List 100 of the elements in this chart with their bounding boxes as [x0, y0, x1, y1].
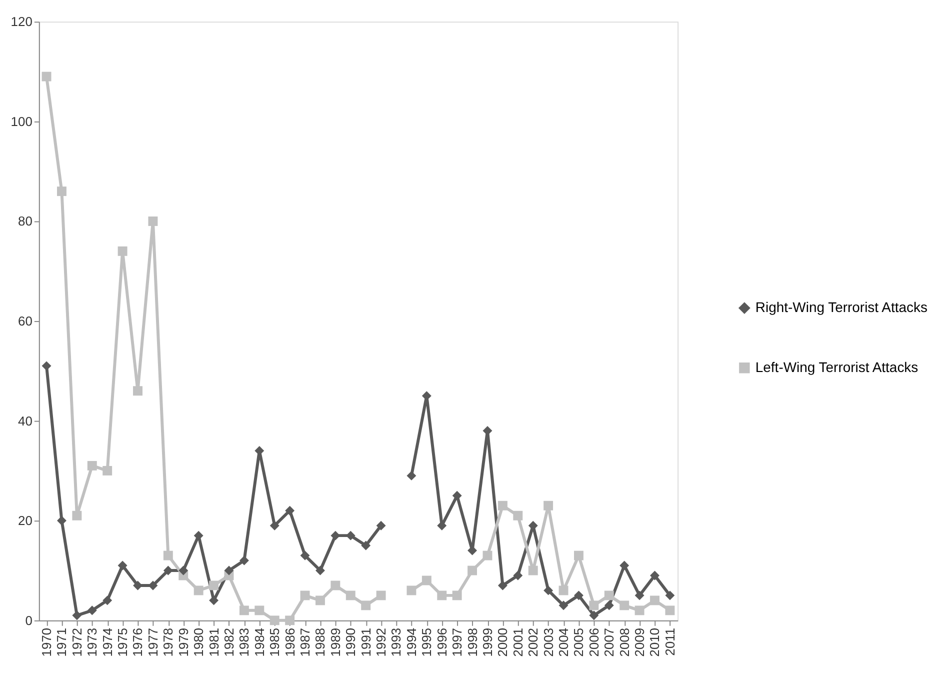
point [604, 600, 614, 610]
point [102, 596, 112, 606]
x-tick-label: 1992 [374, 628, 389, 657]
point [42, 361, 52, 371]
x-tick-label: 1970 [39, 628, 54, 657]
point [270, 520, 280, 530]
y-tick-label: 80 [18, 214, 32, 229]
point [513, 570, 523, 580]
x-tick-label: 1981 [206, 628, 222, 657]
x-tick-label: 2011 [662, 628, 678, 656]
point [330, 530, 340, 540]
x-tick-label: 1983 [236, 628, 252, 657]
x-tick-label: 1972 [69, 628, 84, 657]
point [620, 600, 630, 610]
point [452, 590, 462, 600]
point [133, 580, 142, 590]
point [665, 590, 675, 600]
point [665, 606, 675, 616]
x-tick-label: 2003 [540, 628, 556, 657]
point [634, 606, 644, 616]
x-tick-label: 1982 [221, 628, 236, 657]
x-tick-label: 2007 [602, 628, 617, 657]
point [224, 566, 234, 576]
point [346, 530, 356, 540]
x-tick-label: 1987 [298, 628, 313, 657]
point [300, 550, 310, 560]
x-tick-label: 1991 [358, 628, 374, 657]
x-tick-label: 1984 [252, 628, 267, 657]
point [300, 590, 310, 600]
point [285, 506, 295, 516]
x-tick-label: 1998 [464, 628, 480, 657]
point [239, 606, 249, 616]
x-tick-label: 2009 [632, 628, 648, 657]
x-tick-label: 1976 [130, 628, 146, 657]
point [544, 586, 554, 596]
point [361, 600, 371, 610]
x-tick-label: 1977 [145, 628, 160, 657]
x-tick-label: 1995 [419, 628, 434, 657]
point [285, 616, 295, 626]
y-tick-label: 0 [25, 612, 32, 628]
x-tick-label: 2001 [510, 628, 526, 657]
point [544, 500, 554, 510]
x-tick-label: 1975 [115, 628, 130, 657]
point [133, 386, 142, 396]
point [574, 550, 584, 560]
point [620, 560, 630, 570]
x-tick-label: 1997 [450, 628, 465, 657]
x-tick-label: 1999 [480, 628, 495, 657]
x-tick-label: 1993 [388, 628, 404, 657]
y-tick-label: 60 [18, 314, 32, 329]
point [468, 566, 478, 576]
x-tick-label: 1978 [160, 628, 176, 657]
point [118, 560, 128, 570]
x-tick-label: 1980 [191, 628, 206, 657]
x-tick-label: 1989 [328, 628, 343, 657]
point [148, 580, 158, 590]
point [163, 566, 173, 576]
point [72, 610, 82, 620]
legend-label: Right-Wing Terrorist Attacks [755, 299, 928, 316]
point [194, 586, 204, 596]
x-tick-label: 2000 [495, 628, 510, 657]
point [148, 216, 158, 226]
point [315, 566, 325, 576]
x-tick-label: 2008 [616, 628, 632, 657]
point [118, 246, 128, 256]
point [102, 466, 112, 476]
point [376, 520, 386, 530]
point [437, 590, 447, 600]
point [209, 580, 219, 590]
point [528, 566, 538, 576]
x-tick-label: 2006 [586, 628, 602, 657]
x-tick-label: 1996 [434, 628, 450, 657]
x-tick-label: 2005 [571, 628, 586, 657]
point [498, 580, 508, 590]
point [406, 586, 416, 596]
point [376, 590, 386, 600]
x-tick-label: 1990 [343, 628, 358, 657]
x-tick-label: 1986 [282, 628, 298, 657]
point [254, 606, 264, 616]
point [422, 576, 432, 586]
point [87, 460, 97, 470]
y-tick-label: 40 [18, 413, 32, 428]
x-tick-label: 1985 [267, 628, 282, 657]
x-tick-label: 1974 [100, 628, 115, 657]
point [42, 72, 52, 82]
point [589, 600, 599, 610]
point [589, 610, 599, 620]
point [452, 490, 462, 500]
x-tick-label: 1994 [404, 628, 419, 657]
point [346, 590, 356, 600]
point [178, 566, 188, 576]
point [558, 586, 568, 596]
point [330, 580, 340, 590]
point [650, 596, 660, 606]
point [574, 590, 584, 600]
point [72, 510, 82, 520]
x-tick-label: 1988 [312, 628, 328, 657]
point [56, 516, 66, 526]
point [604, 590, 614, 600]
legend-label: Left-Wing Terrorist Attacks [755, 358, 918, 375]
